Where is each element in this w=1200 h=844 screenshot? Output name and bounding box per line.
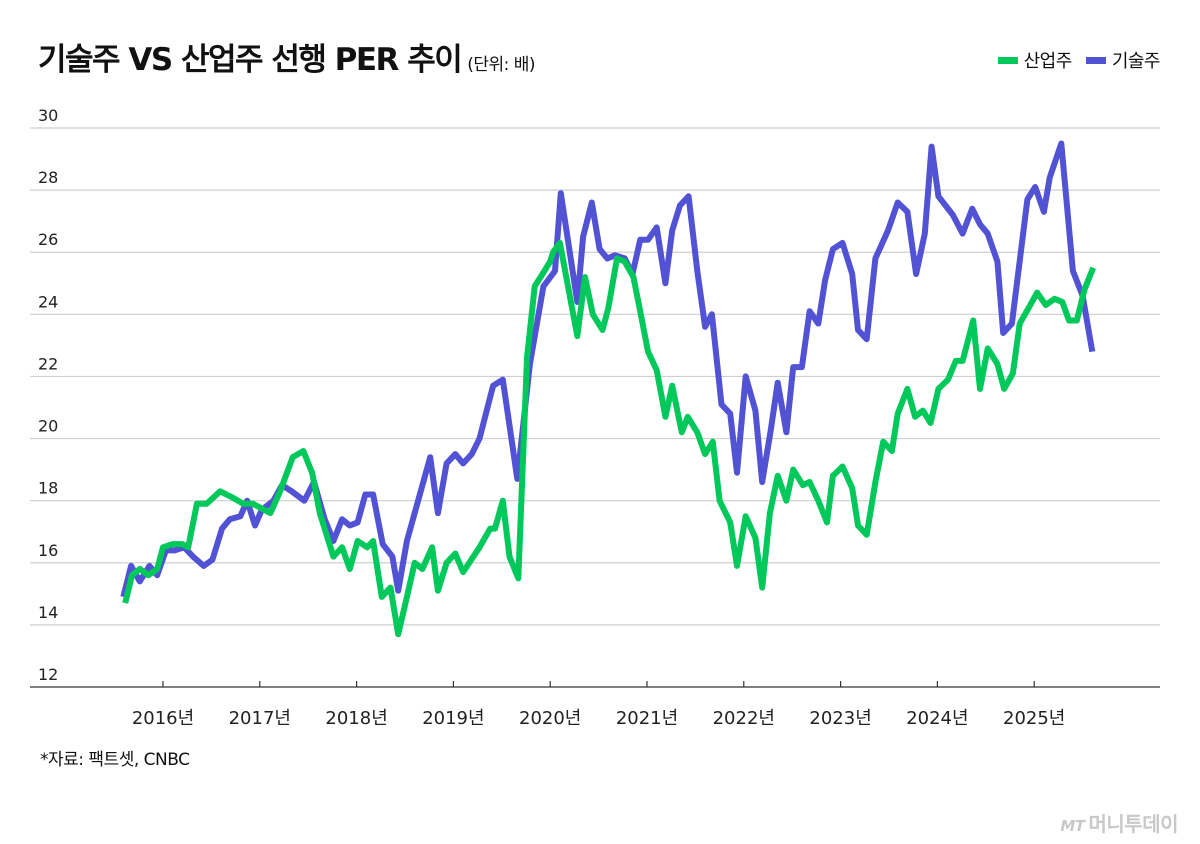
- unit-label: (단위: 배): [467, 55, 536, 75]
- gridlines: [30, 127, 1160, 688]
- watermark-name: 머니투데이: [1088, 812, 1179, 836]
- chart-title: 기술주 VS 산업주 선행 PER 추이 (단위: 배): [38, 34, 536, 79]
- y-tick-label: 18: [38, 479, 58, 498]
- y-tick-label: 26: [38, 230, 58, 249]
- legend-swatch-tech: [1085, 56, 1106, 64]
- y-tick-label: 12: [38, 665, 58, 684]
- legend: 산업주 기술주: [997, 47, 1161, 73]
- y-tick-label: 14: [38, 603, 58, 622]
- y-axis-ticks: 30 28 26 24 22 20 18 16 14 12: [38, 106, 58, 684]
- legend-swatch-industrial: [997, 56, 1018, 64]
- source-note: *자료: 팩트셋, CNBC: [40, 750, 190, 770]
- x-tick-label: 2024년: [906, 708, 968, 729]
- watermark-logo: MT 머니투데이: [1060, 808, 1178, 837]
- series-lines: [120, 140, 1096, 638]
- legend-item-tech: 기술주: [1085, 47, 1161, 73]
- x-tick-label: 2022년: [713, 708, 775, 729]
- title-text: 기술주 VS 산업주 선행 PER 추이: [38, 42, 463, 78]
- x-tick-label: 2025년: [1003, 708, 1065, 729]
- x-tick-label: 2021년: [616, 708, 678, 729]
- y-tick-label: 30: [38, 106, 58, 125]
- x-tick-label: 2016년: [132, 708, 194, 729]
- legend-label-tech: 기술주: [1111, 51, 1161, 72]
- x-tick-label: 2019년: [422, 708, 484, 729]
- y-tick-label: 20: [38, 417, 58, 436]
- x-tick-label: 2017년: [229, 708, 291, 729]
- watermark-mt: MT: [1060, 817, 1085, 835]
- x-tick-label: 2023년: [809, 708, 871, 729]
- y-tick-label: 22: [38, 354, 58, 373]
- y-tick-label: 28: [38, 168, 58, 187]
- y-tick-label: 16: [38, 541, 58, 560]
- series-line-industrial: [122, 239, 1096, 638]
- legend-item-industrial: 산업주: [997, 47, 1073, 73]
- x-tick-label: 2020년: [519, 708, 581, 729]
- x-axis-ticks: 2016년 2017년 2018년 2019년 2020년 2021년 2022년 2023년…: [132, 681, 1065, 729]
- series-line-tech: [120, 140, 1096, 598]
- y-tick-label: 24: [38, 292, 58, 311]
- legend-label-industrial: 산업주: [1023, 51, 1073, 72]
- x-tick-label: 2018년: [325, 708, 387, 729]
